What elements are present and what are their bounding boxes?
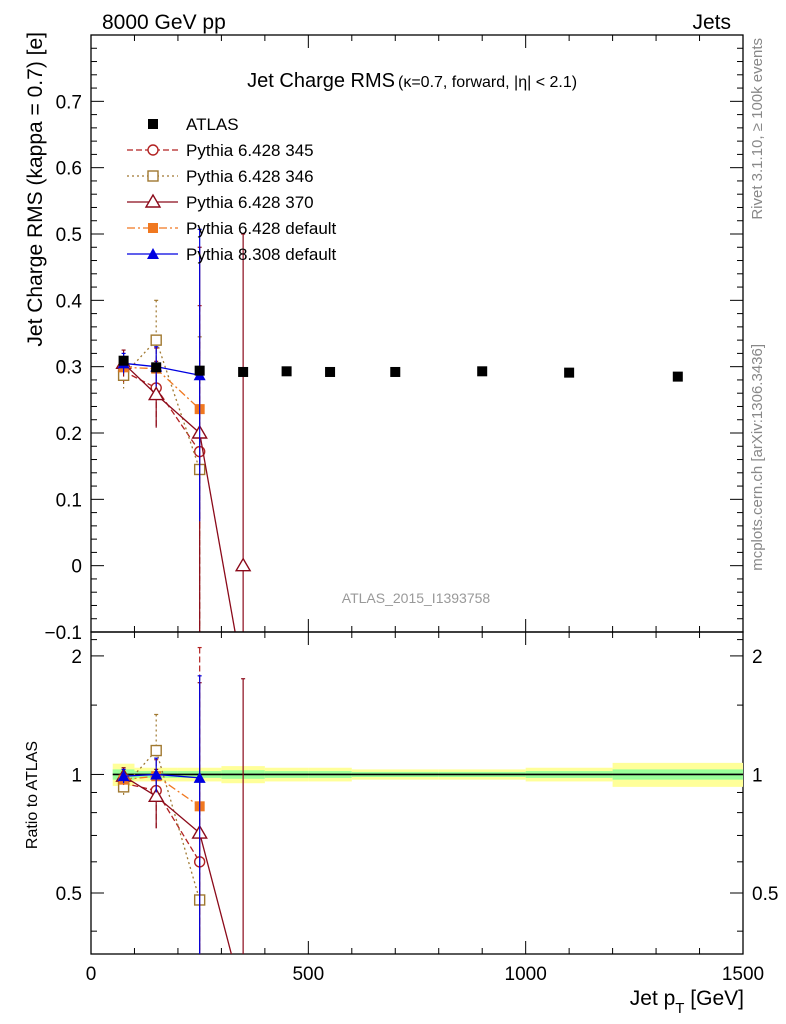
ratio-series-2 (115, 678, 246, 954)
legend-marker (147, 248, 159, 259)
main-series-5 (117, 228, 206, 522)
series-line (123, 782, 201, 863)
data-point (193, 771, 206, 783)
legend-marker (148, 119, 158, 129)
main-axis-ticks: −0.1 0 0.1 0.2 0.3 0.4 0.5 0.6 0.7 (44, 35, 744, 644)
main-ytick-label: 0.6 (56, 159, 82, 180)
ratio-series-1 (117, 713, 206, 954)
x-axis-label-unit: [GeV] (684, 987, 744, 1010)
main-ytick-label: 0 (71, 557, 82, 578)
main-series-2 (117, 299, 206, 632)
legend: ATLAS Pythia 6.428 345 Pythia 6.428 346 Pyt… (127, 115, 337, 264)
main-ytick-label: 0.4 (56, 291, 83, 312)
ratio-ytick-label-right: 2 (752, 647, 763, 668)
legend-label: ATLAS (186, 115, 239, 134)
ratio-series-0 (117, 646, 206, 954)
main-subtitle: (κ=0.7, forward, |η| < 2.1) (398, 74, 577, 91)
mcplots-label: mcplots.cern.ch [arXiv:1306.3436] (749, 344, 766, 571)
ratio-ytick-label: 0.5 (56, 884, 82, 905)
data-point (118, 355, 129, 366)
data-point (390, 366, 401, 377)
data-point (150, 768, 163, 780)
main-title: Jet Charge RMS (247, 70, 395, 92)
data-point (672, 371, 683, 382)
series-line (123, 749, 201, 901)
data-point (147, 386, 165, 401)
ratio-series-4 (117, 675, 206, 954)
main-series-group (115, 228, 683, 632)
data-point (564, 367, 575, 378)
ratio-ylabel: Ratio to ATLAS (24, 741, 41, 849)
series-line (123, 370, 201, 452)
legend-label: Pythia 8.308 default (186, 245, 337, 264)
ratio-ytick-label-right: 0.5 (752, 884, 778, 905)
ratio-ytick-label-right: 1 (752, 765, 763, 786)
main-ytick-label: 0.5 (56, 225, 82, 246)
data-point (325, 366, 336, 377)
main-ytick-label: −0.1 (44, 623, 82, 644)
x-axis-label-main: Jet p (630, 987, 676, 1010)
rivet-label: Rivet 3.1.10, ≥ 100k events (749, 38, 766, 220)
series-line (123, 775, 233, 954)
legend-marker (147, 144, 159, 156)
main-ytick-label: 0.1 (56, 490, 82, 511)
ratio-series-group (112, 646, 743, 954)
process-label: Jets (692, 11, 731, 34)
data-point (151, 362, 162, 373)
legend-label: Pythia 6.428 345 (186, 141, 314, 160)
data-point (194, 365, 205, 376)
analysis-label: ATLAS_2015_I1393758 (342, 590, 491, 606)
legend-marker (144, 193, 162, 208)
ratio-plot-frame (90, 631, 744, 955)
main-series-1 (117, 305, 206, 632)
ratio-panel: 0 500 1000 1500 0.5 0.5 1 1 2 2 Ratio to ATLAS Je… (24, 631, 778, 1017)
main-panel: −0.1 0 0.1 0.2 0.3 0.4 0.5 0.6 0.7 Jet Charge RM… (24, 32, 744, 644)
main-ytick-label: 0.3 (56, 358, 82, 379)
x-axis-label: Jet pT [GeV] (630, 987, 744, 1017)
x-tick-label: 500 (292, 964, 324, 985)
data-point (150, 334, 162, 346)
data-point (147, 787, 165, 803)
legend-label: Pythia 6.428 370 (186, 193, 314, 212)
data-point (234, 557, 252, 572)
legend-label: Pythia 6.428 default (186, 219, 337, 238)
data-point (238, 366, 249, 377)
legend-marker (147, 170, 159, 182)
ratio-ytick-label: 2 (71, 647, 82, 668)
x-tick-label: 0 (86, 964, 97, 985)
main-ytick-label: 0.7 (56, 92, 82, 113)
x-tick-label: 1000 (505, 964, 547, 985)
main-ytick-label: 0.2 (56, 424, 82, 445)
data-point (477, 366, 488, 377)
ratio-axis-ticks: 0 500 1000 1500 0.5 0.5 1 1 2 2 (56, 632, 778, 985)
main-series-3 (115, 233, 252, 632)
x-axis-label-sub: T (675, 1000, 684, 1017)
energy-label: 8000 GeV pp (102, 11, 226, 34)
series-line (123, 338, 201, 470)
legend-label: Pythia 6.428 346 (186, 167, 314, 186)
main-ylabel: Jet Charge RMS (kappa = 0.7) [e] (24, 32, 47, 347)
main-series-0 (118, 355, 683, 382)
series-line (123, 362, 236, 632)
data-point (117, 770, 130, 782)
legend-marker (148, 223, 158, 233)
data-point (281, 366, 292, 377)
data-point (150, 744, 162, 757)
x-tick-label: 1500 (722, 964, 764, 985)
ratio-ytick-label: 1 (71, 765, 82, 786)
